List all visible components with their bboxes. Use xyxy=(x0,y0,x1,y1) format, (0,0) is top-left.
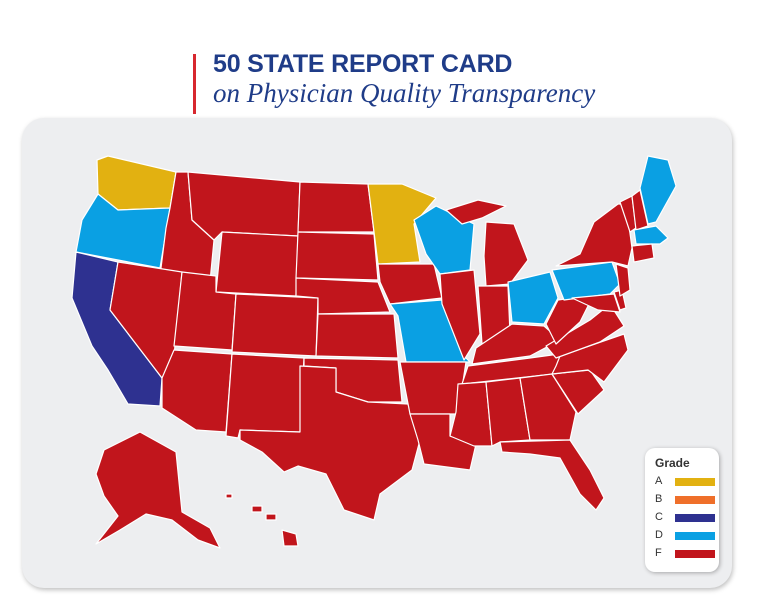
state-MI[interactable] xyxy=(483,221,529,287)
legend-item-d: D xyxy=(655,528,715,544)
state-HI[interactable] xyxy=(281,529,299,547)
legend-item-a: A xyxy=(655,474,715,490)
state-WY[interactable] xyxy=(215,231,299,297)
legend-swatch xyxy=(675,550,715,558)
state-HI-islands[interactable] xyxy=(225,493,277,521)
grade-legend: Grade A B C D F xyxy=(645,448,719,572)
legend-label: F xyxy=(655,547,662,559)
state-CO[interactable] xyxy=(231,293,319,357)
state-OH[interactable] xyxy=(507,271,559,325)
legend-item-c: C xyxy=(655,510,715,526)
state-GA[interactable] xyxy=(519,373,577,441)
state-KS[interactable] xyxy=(315,313,399,359)
state-TX[interactable] xyxy=(239,365,421,521)
legend-swatch xyxy=(675,496,715,504)
state-WA[interactable] xyxy=(96,155,177,211)
state-MI-upper[interactable] xyxy=(445,199,507,225)
state-ND[interactable] xyxy=(297,181,375,233)
state-PA[interactable] xyxy=(551,261,621,301)
page-subtitle: on Physician Quality Transparency xyxy=(213,78,596,108)
legend-item-b: B xyxy=(655,492,715,508)
title-accent-bar xyxy=(193,54,196,114)
state-NY[interactable] xyxy=(555,203,633,267)
state-MN[interactable] xyxy=(367,183,437,265)
state-VA[interactable] xyxy=(545,303,625,359)
legend-swatch xyxy=(675,514,715,522)
legend-item-f: F xyxy=(655,546,715,562)
state-NC[interactable] xyxy=(551,333,629,383)
state-CT[interactable] xyxy=(631,243,655,263)
legend-swatch xyxy=(675,532,715,540)
state-FL[interactable] xyxy=(499,439,605,511)
legend-label: B xyxy=(655,493,663,505)
state-NJ[interactable] xyxy=(615,263,631,297)
legend-label: A xyxy=(655,475,663,487)
state-ME[interactable] xyxy=(639,155,677,225)
legend-label: C xyxy=(655,511,663,523)
page-title: 50 STATE REPORT CARD xyxy=(213,50,513,78)
legend-title: Grade xyxy=(655,456,690,470)
state-AK[interactable] xyxy=(95,431,221,549)
legend-swatch xyxy=(675,478,715,486)
state-SD[interactable] xyxy=(295,231,379,281)
state-LA[interactable] xyxy=(409,413,477,471)
state-MT[interactable] xyxy=(187,171,301,241)
state-IL[interactable] xyxy=(439,269,481,361)
state-MD[interactable] xyxy=(571,293,621,313)
legend-label: D xyxy=(655,529,663,541)
state-NH[interactable] xyxy=(631,189,649,231)
state-IA[interactable] xyxy=(377,263,443,305)
state-MA[interactable] xyxy=(633,225,669,245)
state-AZ[interactable] xyxy=(161,349,233,433)
state-NM[interactable] xyxy=(225,353,305,439)
